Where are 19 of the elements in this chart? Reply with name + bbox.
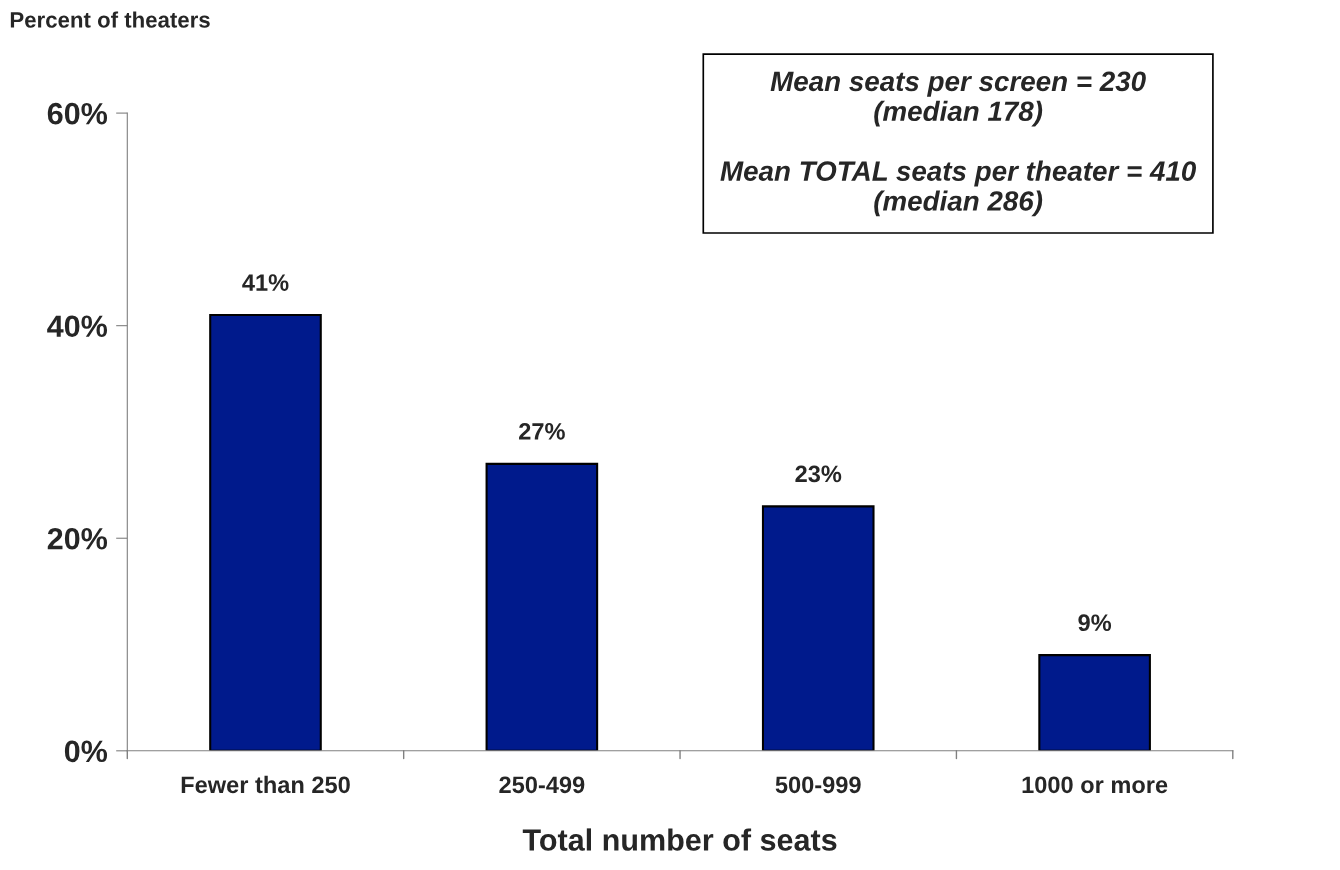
x-tick-label: 1000 or more	[1022, 776, 1168, 794]
x-tick-label: Fewer than 250	[181, 775, 350, 794]
data-label: 23%	[795, 465, 842, 483]
bar	[209, 314, 322, 751]
y-tick-label: 20%	[47, 527, 108, 550]
x-tick-label: 250-499	[499, 776, 585, 794]
bar	[485, 462, 599, 751]
y-tick-label: 40%	[47, 315, 108, 338]
y-tick-label: 0%	[64, 740, 108, 763]
text: Mean seats per screen = 230 (median 178) Mean TOTAL seats per theater = 410 (median 286)	[720, 71, 1197, 217]
bar	[761, 505, 875, 751]
data-label: 9%	[1078, 614, 1112, 632]
data-label: 27%	[519, 423, 565, 440]
y-axis-title: Percent of theaters	[10, 11, 210, 28]
x-axis-title: Total number of seats	[522, 828, 837, 851]
x-tick-label: 500-999	[775, 776, 861, 794]
bar	[1038, 654, 1151, 751]
y-tick-label: 60%	[47, 102, 108, 125]
data-label: 41%	[242, 274, 289, 291]
